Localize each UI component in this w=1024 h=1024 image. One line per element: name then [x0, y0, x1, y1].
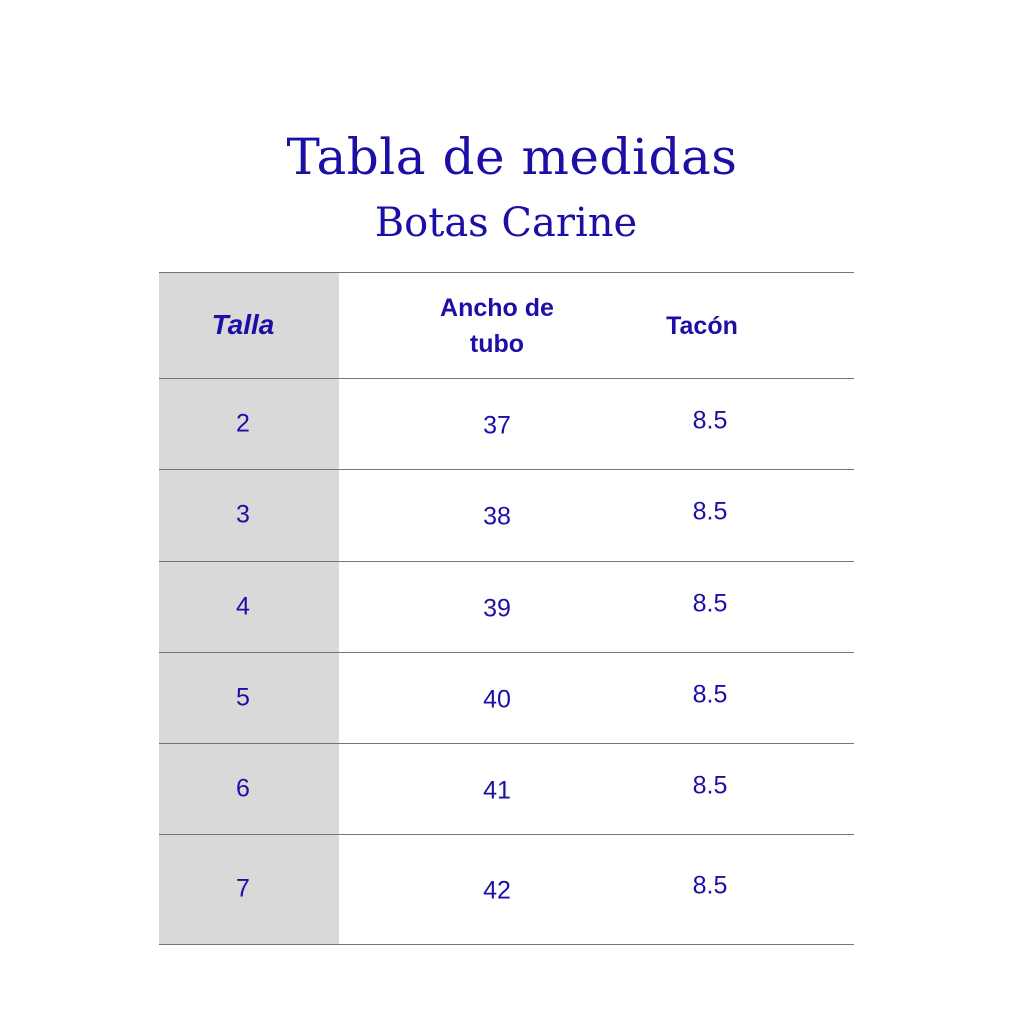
shaft-width-cell: 38: [483, 502, 511, 531]
table-rule: [159, 272, 854, 273]
table-rule: [159, 652, 854, 653]
size-cell: 5: [236, 683, 250, 711]
heel-cell: 8.5: [692, 406, 728, 434]
header-ancho-de-tubo: Ancho de tubo: [440, 290, 554, 362]
header-tacon: Tacón: [666, 312, 738, 340]
shaft-width-cell: 42: [483, 876, 511, 905]
size-cell: 3: [236, 500, 250, 529]
heel-cell: 8.5: [692, 497, 728, 526]
size-cell: 6: [236, 774, 250, 802]
header-talla: Talla: [211, 309, 275, 340]
heel-cell: 8.5: [692, 871, 728, 900]
heel-cell: 8.5: [692, 680, 728, 708]
shaft-width-cell: 40: [483, 685, 511, 713]
table-rule: [159, 944, 854, 945]
table-rule: [159, 469, 854, 470]
size-cell: 2: [236, 409, 250, 437]
heel-cell: 8.5: [692, 589, 728, 617]
shaft-width-cell: 37: [483, 411, 511, 439]
table-rule: [159, 561, 854, 562]
size-column-background: [159, 272, 339, 944]
page-subtitle: Botas Carine: [374, 200, 638, 246]
header-line: tubo: [469, 330, 525, 358]
header-line: Ancho de: [440, 294, 554, 322]
table-rule: [159, 378, 854, 379]
table-rule: [159, 743, 854, 744]
size-cell: 7: [236, 874, 250, 903]
size-cell: 4: [236, 592, 250, 620]
shaft-width-cell: 39: [483, 594, 511, 622]
heel-cell: 8.5: [692, 771, 728, 799]
shaft-width-cell: 41: [483, 776, 511, 804]
table-rule: [159, 834, 854, 835]
page-title: Tabla de medidas: [286, 128, 738, 186]
